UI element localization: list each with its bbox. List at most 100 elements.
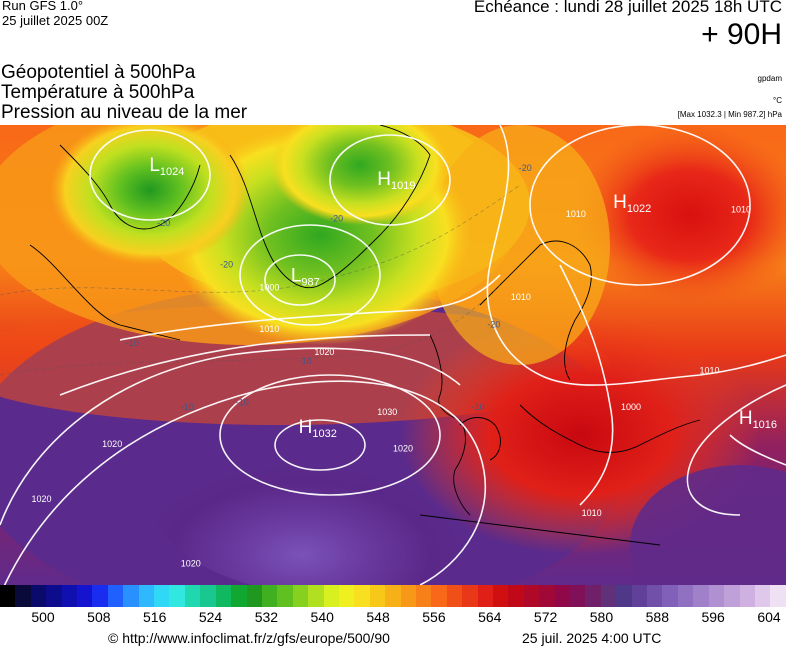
echeance-label: Echéance : lundi 28 juillet 2025 18h UTC — [473, 0, 782, 16]
pressure-center-low-2: L987 — [291, 265, 320, 288]
scale-swatch-0 — [0, 585, 16, 607]
scale-label-508: 508 — [87, 609, 111, 625]
scale-label-604: 604 — [757, 609, 781, 625]
isobar-label-1: 1020 — [314, 347, 334, 357]
isobar-label-5: 1020 — [31, 494, 51, 504]
scale-label-588: 588 — [645, 609, 669, 625]
param-pressure: Pression au niveau de la mer — [1, 102, 248, 123]
temperature-label-6: -10 — [181, 402, 194, 412]
color-scale-labels: 500 508 516 524 532 540 548 556 564 572 580 588 596 6… — [0, 609, 786, 627]
param-temperature: Température à 500hPa — [1, 82, 195, 103]
scale-label-564: 564 — [478, 609, 502, 625]
pressure-center-high-3: H1022 — [613, 192, 651, 215]
scale-swatch-38 — [585, 585, 601, 607]
scale-swatch-41 — [631, 585, 648, 607]
scale-swatch-47 — [724, 585, 740, 607]
scale-swatch-29 — [446, 585, 463, 607]
scale-swatch-42 — [647, 585, 663, 607]
valid-time: 25 juil. 2025 4:00 UTC — [522, 630, 662, 646]
isobar-label-2: 1030 — [377, 407, 397, 417]
run-model-label: Run GFS 1.0° — [2, 0, 84, 13]
scale-swatch-37 — [570, 585, 586, 607]
scale-swatch-12 — [184, 585, 201, 607]
scale-swatch-19 — [292, 585, 309, 607]
scale-swatch-18 — [277, 585, 293, 607]
temperature-label-9: -10 — [126, 338, 139, 348]
scale-swatch-16 — [246, 585, 262, 607]
isobar-label-6: 1020 — [181, 559, 201, 569]
scale-swatch-35 — [539, 585, 555, 607]
temperature-label-3: -20 — [519, 163, 532, 173]
scale-swatch-7 — [107, 585, 124, 607]
scale-label-572: 572 — [533, 609, 558, 625]
unit-geopotential: gpdam — [757, 74, 782, 83]
forecast-hour: + 90H — [701, 18, 782, 51]
unit-temperature: °C — [773, 96, 782, 105]
temperature-label-8: -10 — [472, 402, 485, 412]
credit-link[interactable]: © http://www.infoclimat.fr/z/gfs/europe/… — [108, 630, 390, 646]
scale-swatch-26 — [400, 585, 416, 607]
scale-swatch-9 — [138, 585, 155, 607]
scale-label-532: 532 — [254, 609, 279, 625]
isobar-label-10: 1010 — [582, 508, 602, 518]
scale-label-540: 540 — [310, 609, 334, 625]
pressure-center-low-0: L1024 — [149, 155, 184, 178]
scale-swatch-28 — [431, 585, 447, 607]
temperature-label-5: -10 — [299, 356, 312, 366]
scale-swatch-30 — [462, 585, 478, 607]
scale-swatch-11 — [169, 585, 185, 607]
canada-cold-core — [50, 125, 250, 265]
isobar-label-8: 1010 — [731, 204, 751, 214]
scale-swatch-17 — [261, 585, 278, 607]
scale-swatch-49 — [754, 585, 771, 607]
scale-label-548: 548 — [366, 609, 390, 625]
scale-swatch-5 — [77, 585, 93, 607]
scale-swatch-14 — [215, 585, 232, 607]
scale-label-500: 500 — [31, 609, 55, 625]
scale-swatch-32 — [493, 585, 509, 607]
scale-swatch-25 — [385, 585, 401, 607]
scale-label-516: 516 — [143, 609, 167, 625]
scale-swatch-21 — [323, 585, 339, 607]
scale-swatch-2 — [30, 585, 47, 607]
scale-swatch-39 — [600, 585, 617, 607]
scale-swatch-48 — [739, 585, 755, 607]
scale-swatch-40 — [616, 585, 632, 607]
temperature-label-1: -20 — [220, 260, 233, 270]
scale-swatch-22 — [338, 585, 355, 607]
scale-swatch-24 — [369, 585, 386, 607]
scale-swatch-13 — [200, 585, 216, 607]
scale-swatch-15 — [231, 585, 247, 607]
scale-label-524: 524 — [198, 609, 223, 625]
scale-swatch-31 — [477, 585, 493, 607]
pressure-center-high-1: H1019 — [377, 169, 415, 192]
isobar-label-0: 1010 — [259, 324, 279, 334]
scale-swatch-8 — [123, 585, 139, 607]
scale-swatch-1 — [15, 585, 31, 607]
isobar-label-11: 1000 — [621, 402, 641, 412]
scale-swatch-3 — [46, 585, 62, 607]
scale-swatch-44 — [677, 585, 694, 607]
scale-swatch-43 — [662, 585, 678, 607]
scale-swatch-33 — [508, 585, 524, 607]
temperature-label-0: -20 — [157, 218, 170, 228]
isobar-label-13: 1010 — [511, 292, 531, 302]
isobar-label-12: 1000 — [259, 283, 279, 293]
isobar-label-4: 1020 — [102, 439, 122, 449]
pressure-center-high-4: H1032 — [299, 417, 337, 440]
isobar-label-7: 1010 — [566, 209, 586, 219]
scale-swatch-50 — [770, 585, 786, 607]
scale-swatch-45 — [693, 585, 709, 607]
run-date-label: 25 juillet 2025 00Z — [2, 13, 109, 28]
scale-swatch-34 — [523, 585, 540, 607]
scale-label-556: 556 — [422, 609, 446, 625]
temperature-label-7: -10 — [236, 398, 249, 408]
scale-swatch-27 — [415, 585, 432, 607]
scale-swatch-10 — [154, 585, 170, 607]
color-scale — [0, 585, 786, 607]
temperature-label-4: -20 — [487, 319, 500, 329]
isobar-label-9: 1010 — [700, 365, 720, 375]
scale-swatch-4 — [61, 585, 78, 607]
scale-swatch-23 — [354, 585, 370, 607]
temperature-label-2: -20 — [330, 214, 343, 224]
